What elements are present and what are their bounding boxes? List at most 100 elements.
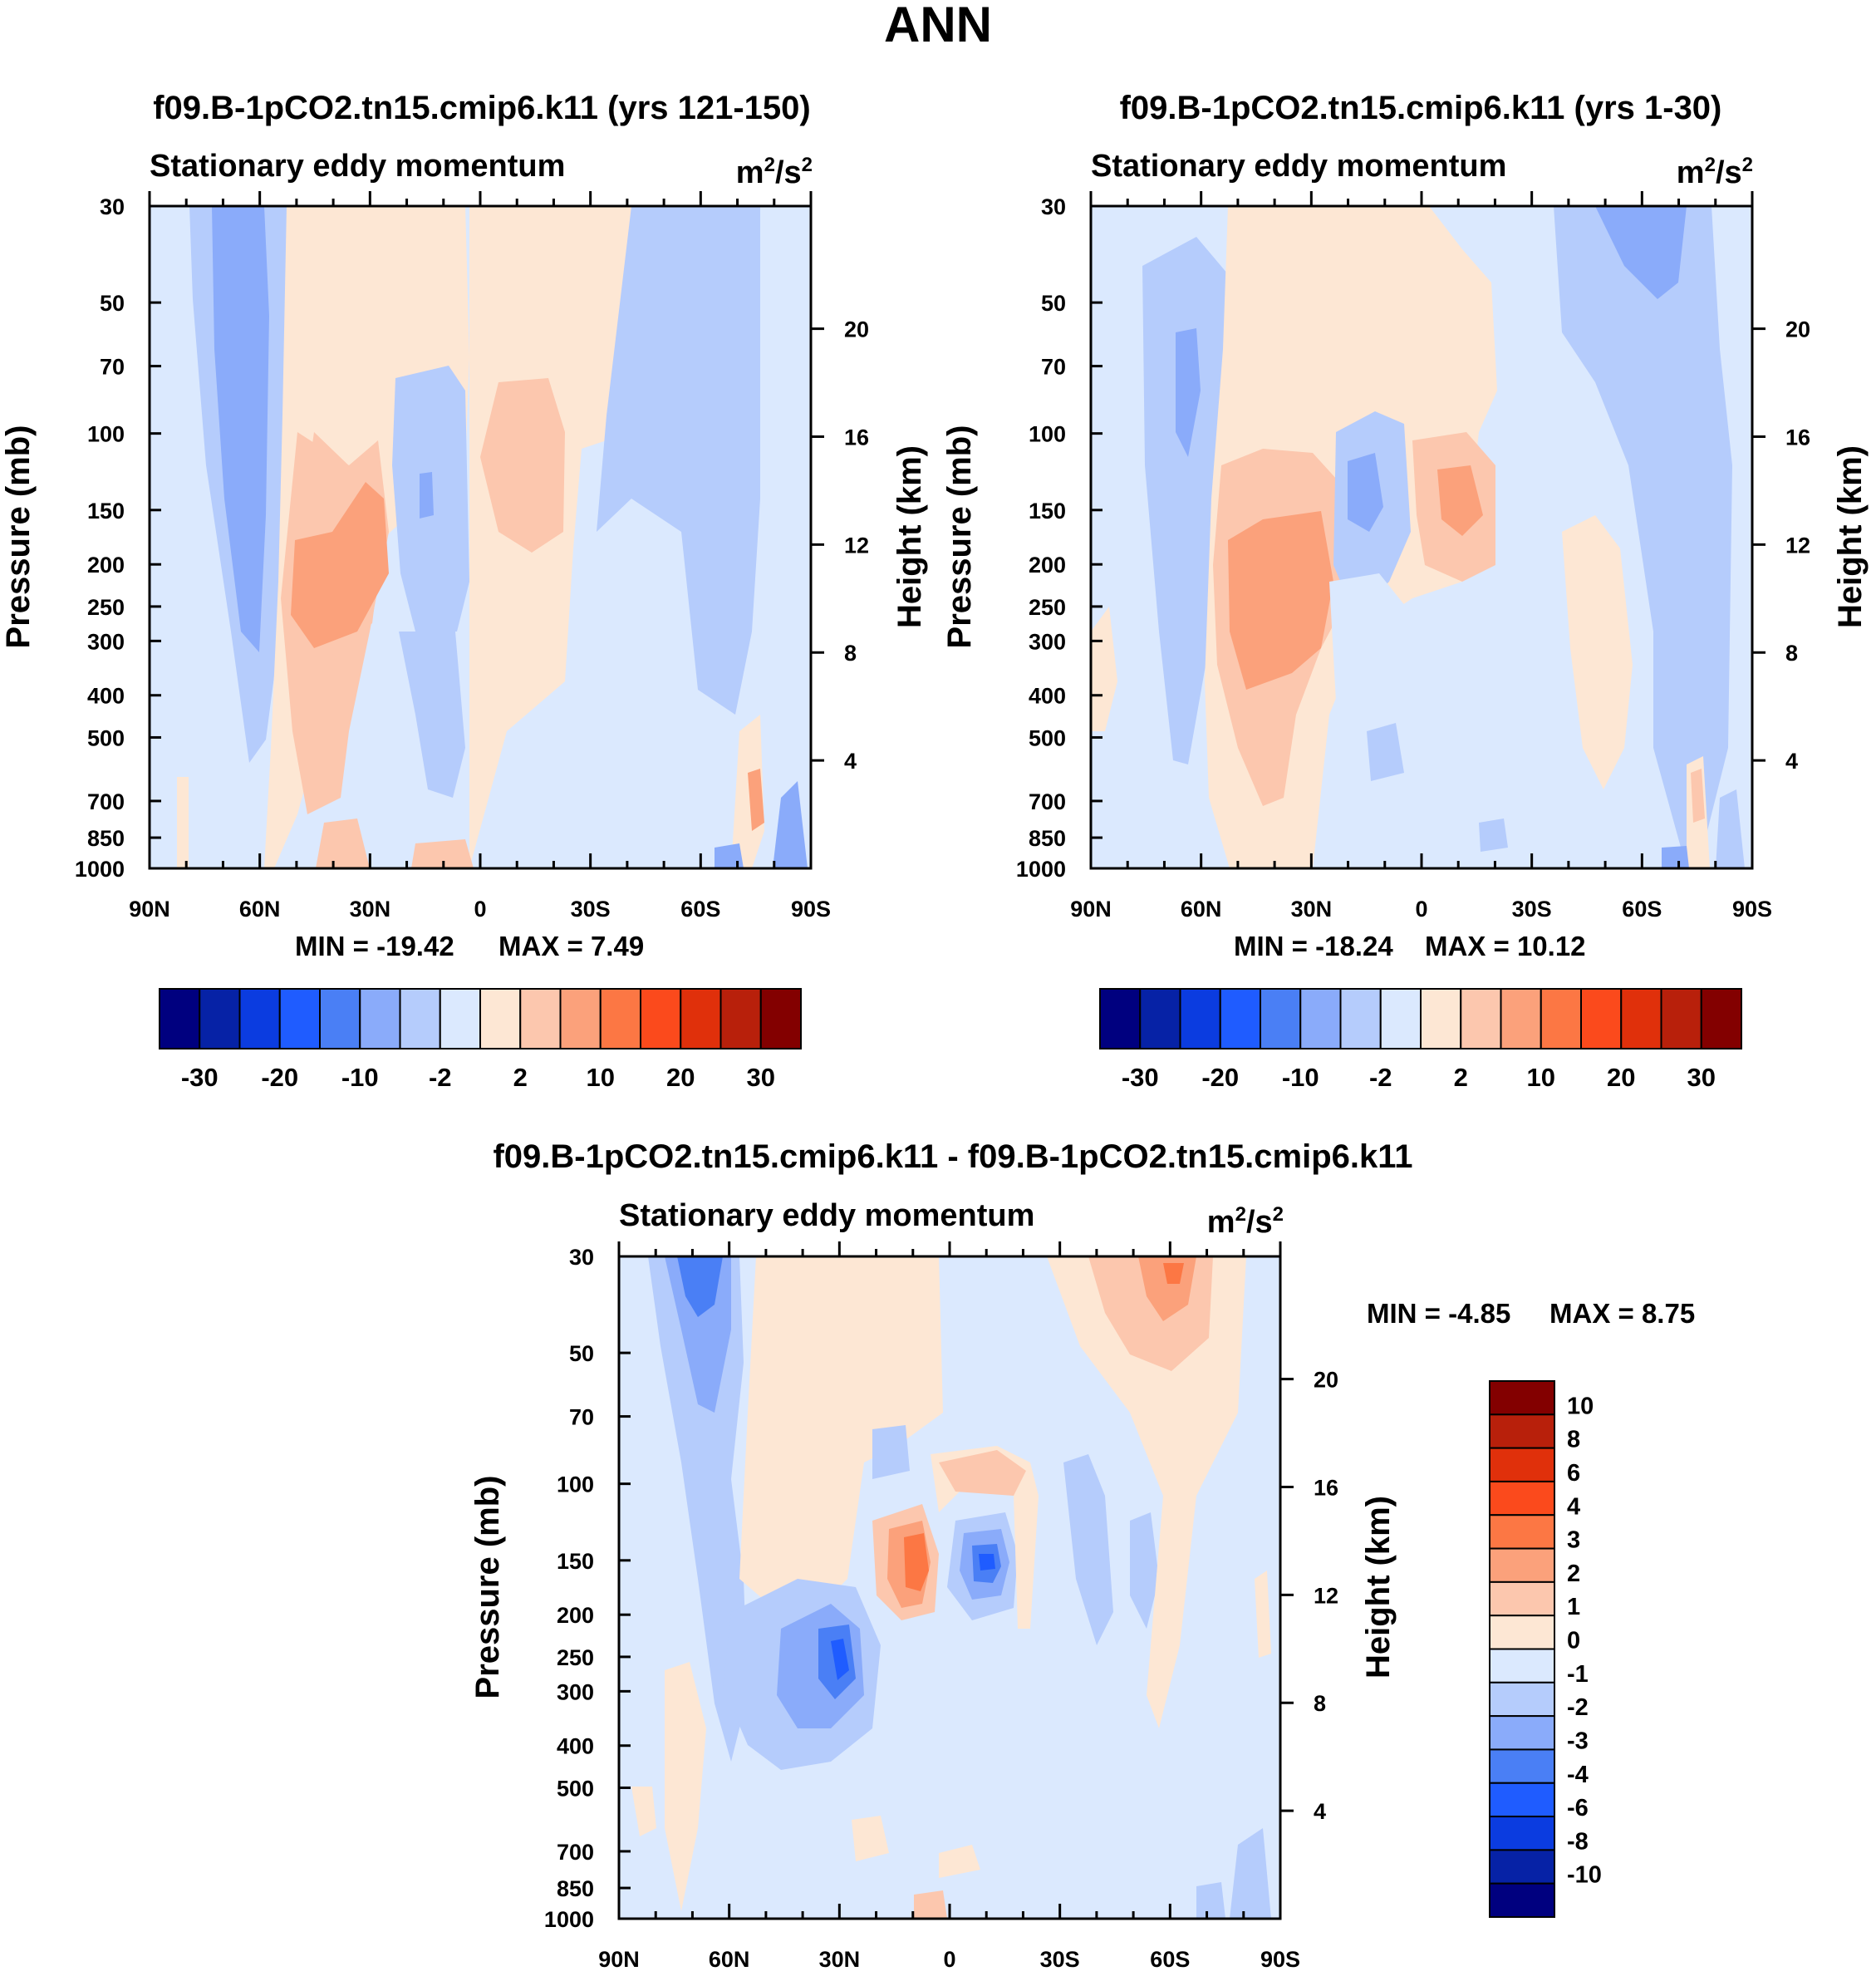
pressure-tick-label: 70 xyxy=(569,1405,594,1430)
colorbar-label: -1 xyxy=(1567,1661,1589,1688)
lat-tick-label: 90N xyxy=(129,897,170,922)
colorbar-label: -8 xyxy=(1567,1828,1589,1855)
height-tick-label: 12 xyxy=(1785,533,1810,558)
colorbar-label: -6 xyxy=(1567,1795,1589,1821)
colorbar-label: 2 xyxy=(1567,1561,1580,1587)
colorbar-box xyxy=(199,988,241,1049)
colorbar-box xyxy=(1299,988,1342,1049)
panel-a-max: MAX = 7.49 xyxy=(498,931,644,961)
colorbar-label: -20 xyxy=(1201,1063,1239,1092)
colorbar-box xyxy=(399,988,441,1049)
pressure-tick-label: 30 xyxy=(569,1245,594,1270)
colorbar-label: 10 xyxy=(587,1063,615,1092)
pressure-tick-label: 50 xyxy=(1041,291,1066,316)
lat-tick-label: 60S xyxy=(1622,897,1662,922)
colorbar-box xyxy=(1489,1514,1555,1550)
colorbar-box xyxy=(1489,1447,1555,1482)
colorbar-label: 20 xyxy=(1607,1063,1635,1092)
panel-a-y2label: Height (km) xyxy=(891,445,928,628)
pressure-tick-label: 50 xyxy=(100,291,125,316)
figure-title: ANN xyxy=(884,0,992,52)
colorbar-label: 0 xyxy=(1567,1628,1580,1654)
colorbar-label: 10 xyxy=(1567,1393,1594,1419)
colorbar-box xyxy=(1489,1380,1555,1416)
panel-b-field xyxy=(1091,206,1752,868)
panel-a-axes: 30 50 70 100 150 200 250 300 400 500 700 850 1000 20 1… xyxy=(75,191,869,922)
pressure-tick-label: 150 xyxy=(557,1549,594,1574)
colorbar-box xyxy=(1489,1681,1555,1718)
colorbar-box xyxy=(519,988,562,1049)
lat-tick-label: 0 xyxy=(943,1947,955,1972)
lat-tick-label: 0 xyxy=(1415,897,1427,922)
colorbar-box xyxy=(1489,1413,1555,1449)
colorbar-box xyxy=(1460,988,1502,1049)
pressure-tick-label: 250 xyxy=(557,1645,594,1670)
panel-c-max: MAX = 8.75 xyxy=(1549,1298,1695,1329)
panel-b: f09.B-1pCO2.tn15.cmip6.k11 (yrs 1-30) St… xyxy=(941,90,1869,1092)
height-tick-label: 4 xyxy=(844,749,857,774)
colorbar-label: -4 xyxy=(1567,1762,1589,1788)
pressure-tick-label: 300 xyxy=(87,629,125,654)
pressure-tick-label: 500 xyxy=(87,725,125,750)
panel-b-ylabel: Pressure (mb) xyxy=(941,425,978,649)
colorbar-box xyxy=(1489,1782,1555,1818)
colorbar-box xyxy=(1540,988,1582,1049)
colorbar-box xyxy=(1489,1648,1555,1684)
height-tick-label: 12 xyxy=(844,533,869,558)
pressure-tick-label: 700 xyxy=(1029,789,1066,814)
colorbar-box xyxy=(159,988,201,1049)
pressure-tick-label: 150 xyxy=(87,499,125,524)
colorbar-box xyxy=(719,988,762,1049)
panel-c-y2label: Height (km) xyxy=(1360,1496,1397,1679)
colorbar-label: 6 xyxy=(1567,1460,1580,1487)
lat-tick-label: 30N xyxy=(350,897,391,922)
height-tick-label: 4 xyxy=(1314,1799,1326,1824)
pressure-tick-label: 100 xyxy=(1029,422,1066,447)
lat-tick-label: 90S xyxy=(1732,897,1772,922)
colorbar-box xyxy=(640,988,682,1049)
height-tick-label: 16 xyxy=(1314,1475,1338,1500)
colorbar-label: -10 xyxy=(1567,1862,1602,1889)
panel-a-min: MIN = -19.42 xyxy=(295,931,454,961)
pressure-tick-label: 300 xyxy=(557,1679,594,1704)
pressure-tick-label: 400 xyxy=(557,1734,594,1759)
panel-b-min: MIN = -18.24 xyxy=(1234,931,1393,961)
colorbar-label: -3 xyxy=(1567,1728,1589,1754)
panel-b-units: m2/s2 xyxy=(1677,154,1753,190)
colorbar-label: 10 xyxy=(1527,1063,1555,1092)
panel-c-ylabel: Pressure (mb) xyxy=(469,1476,506,1699)
pressure-tick-label: 150 xyxy=(1029,499,1066,524)
height-tick-label: 12 xyxy=(1314,1583,1338,1608)
height-tick-label: 8 xyxy=(844,641,857,666)
colorbar-box xyxy=(319,988,361,1049)
pressure-tick-label: 400 xyxy=(1029,684,1066,709)
colorbar-box xyxy=(1489,1748,1555,1784)
colorbar-label: 30 xyxy=(747,1063,775,1092)
lat-tick-label: 60S xyxy=(680,897,720,922)
height-tick-label: 8 xyxy=(1314,1691,1326,1716)
height-tick-label: 8 xyxy=(1785,641,1798,666)
colorbar-box xyxy=(479,988,522,1049)
panel-b-title: f09.B-1pCO2.tn15.cmip6.k11 (yrs 1-30) xyxy=(1120,90,1722,126)
lat-tick-label: 90N xyxy=(598,1947,640,1972)
height-tick-label: 16 xyxy=(1785,425,1810,450)
colorbar-box xyxy=(1139,988,1181,1049)
colorbar-label: -30 xyxy=(181,1063,219,1092)
panel-a: f09.B-1pCO2.tn15.cmip6.k11 (yrs 121-150)… xyxy=(0,90,928,1092)
lat-tick-label: 60S xyxy=(1150,1947,1190,1972)
colorbar-label: 1 xyxy=(1567,1594,1580,1620)
colorbar-box xyxy=(759,988,802,1049)
pressure-tick-label: 1000 xyxy=(1016,857,1066,882)
pressure-tick-label: 500 xyxy=(557,1776,594,1801)
colorbar-box xyxy=(1500,988,1542,1049)
colorbar-box xyxy=(559,988,602,1049)
colorbar-label: 20 xyxy=(666,1063,695,1092)
panel-a-units: m2/s2 xyxy=(736,154,813,190)
height-tick-label: 4 xyxy=(1785,749,1798,774)
colorbar-box xyxy=(1700,988,1742,1049)
colorbar-label: 3 xyxy=(1567,1527,1580,1554)
pressure-tick-label: 250 xyxy=(1029,595,1066,620)
panel-c: f09.B-1pCO2.tn15.cmip6.k11 - f09.B-1pCO2… xyxy=(469,1138,1695,1972)
